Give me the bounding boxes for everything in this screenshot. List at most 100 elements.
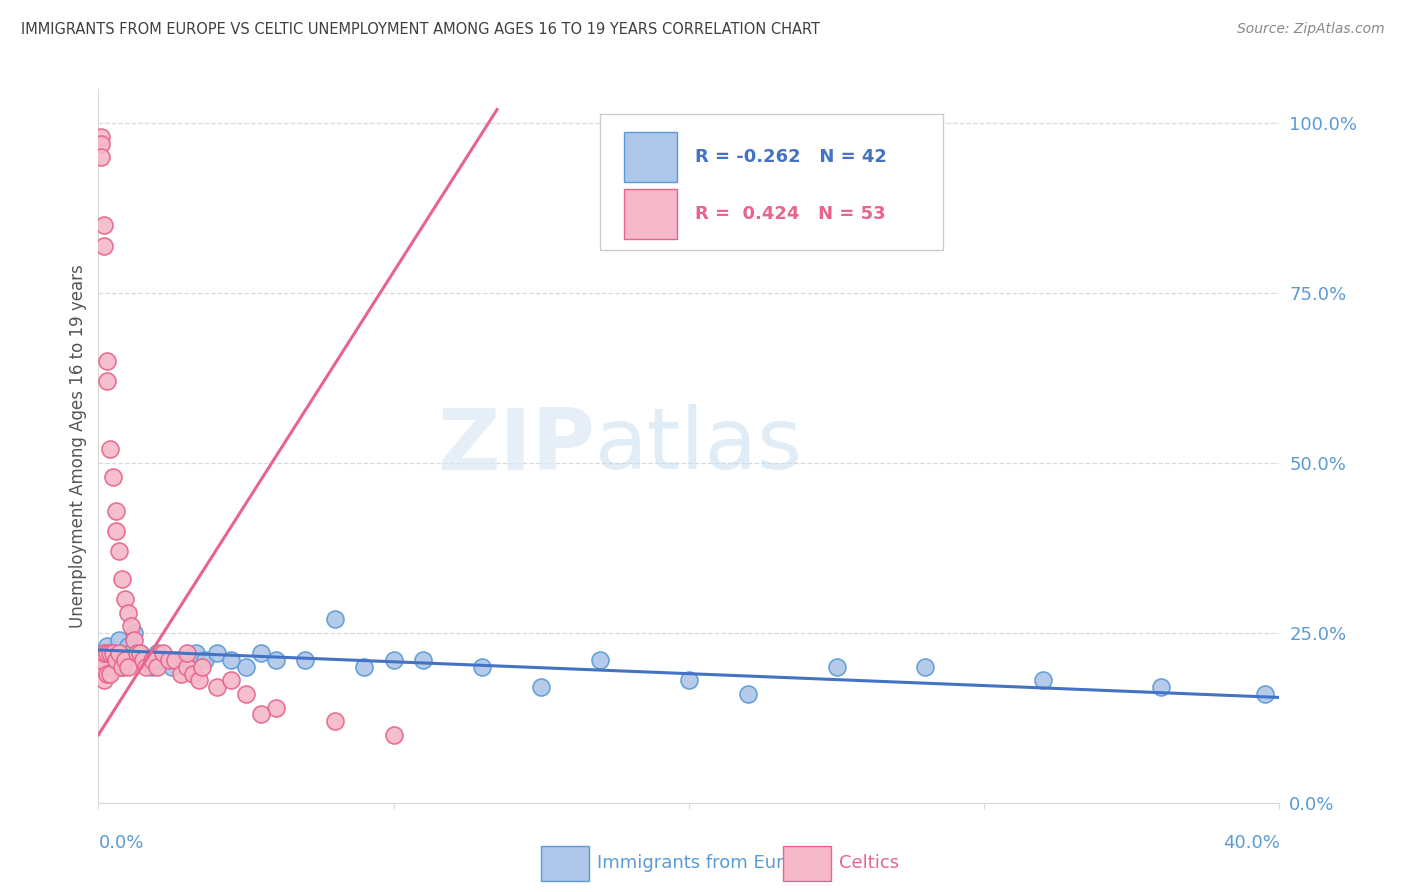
Point bbox=[323, 714, 346, 729]
Point bbox=[96, 375, 118, 389]
Text: Source: ZipAtlas.com: Source: ZipAtlas.com bbox=[1237, 22, 1385, 37]
Point bbox=[914, 660, 936, 674]
Point bbox=[105, 653, 128, 667]
Point bbox=[194, 653, 217, 667]
Point bbox=[117, 640, 139, 654]
Point bbox=[162, 660, 183, 674]
Point bbox=[471, 660, 494, 674]
Point bbox=[146, 660, 169, 674]
Point bbox=[103, 646, 125, 660]
Text: R = -0.262   N = 42: R = -0.262 N = 42 bbox=[695, 148, 887, 166]
FancyBboxPatch shape bbox=[541, 846, 589, 881]
Point bbox=[184, 646, 207, 660]
Point bbox=[96, 640, 118, 654]
Point bbox=[1254, 687, 1277, 701]
Point bbox=[219, 673, 242, 688]
Point bbox=[132, 653, 155, 667]
Point bbox=[105, 653, 128, 667]
Point bbox=[93, 653, 115, 667]
Point bbox=[122, 632, 145, 647]
Point bbox=[250, 707, 273, 722]
Y-axis label: Unemployment Among Ages 16 to 19 years: Unemployment Among Ages 16 to 19 years bbox=[69, 264, 87, 628]
Point bbox=[96, 666, 118, 681]
Point bbox=[157, 653, 180, 667]
Point bbox=[176, 660, 198, 674]
Point bbox=[93, 238, 115, 252]
Point bbox=[205, 680, 228, 694]
Point bbox=[114, 646, 136, 660]
Point bbox=[264, 700, 287, 714]
Point bbox=[90, 660, 112, 674]
Text: Celtics: Celtics bbox=[839, 855, 898, 872]
Point bbox=[176, 660, 198, 674]
Point bbox=[530, 680, 553, 694]
Point bbox=[294, 653, 316, 667]
Text: 40.0%: 40.0% bbox=[1223, 834, 1279, 852]
Point bbox=[90, 646, 112, 660]
Point bbox=[412, 653, 434, 667]
Point bbox=[108, 544, 131, 558]
Point bbox=[96, 646, 118, 660]
Point bbox=[170, 653, 193, 667]
Point bbox=[105, 524, 128, 538]
Point bbox=[141, 653, 163, 667]
Point bbox=[135, 660, 157, 674]
Point bbox=[1150, 680, 1173, 694]
Point bbox=[135, 653, 157, 667]
Point bbox=[111, 660, 134, 674]
Point bbox=[235, 687, 257, 701]
Point bbox=[146, 646, 169, 660]
Point bbox=[250, 646, 273, 660]
Point bbox=[165, 653, 187, 667]
Text: IMMIGRANTS FROM EUROPE VS CELTIC UNEMPLOYMENT AMONG AGES 16 TO 19 YEARS CORRELAT: IMMIGRANTS FROM EUROPE VS CELTIC UNEMPLO… bbox=[21, 22, 820, 37]
Point bbox=[187, 673, 209, 688]
FancyBboxPatch shape bbox=[624, 132, 678, 182]
Point bbox=[117, 660, 139, 674]
Point bbox=[205, 646, 228, 660]
Point bbox=[105, 503, 128, 517]
Point bbox=[128, 646, 150, 660]
Point bbox=[98, 666, 121, 681]
Point bbox=[122, 626, 145, 640]
Point bbox=[120, 646, 142, 660]
Point bbox=[114, 653, 136, 667]
Text: Immigrants from Europe: Immigrants from Europe bbox=[596, 855, 817, 872]
Point bbox=[737, 687, 759, 701]
Point bbox=[589, 653, 612, 667]
Point bbox=[323, 612, 346, 626]
Point bbox=[98, 442, 121, 457]
Point bbox=[93, 646, 115, 660]
Text: 0.0%: 0.0% bbox=[98, 834, 143, 852]
Point bbox=[382, 728, 405, 742]
Point bbox=[108, 646, 131, 660]
Point bbox=[114, 591, 136, 606]
Point bbox=[176, 646, 198, 660]
Point bbox=[103, 646, 125, 660]
Point bbox=[98, 646, 121, 660]
Point bbox=[235, 660, 257, 674]
Point bbox=[264, 653, 287, 667]
Point bbox=[96, 354, 118, 368]
Point bbox=[120, 619, 142, 633]
FancyBboxPatch shape bbox=[624, 189, 678, 239]
Point bbox=[108, 632, 131, 647]
Text: atlas: atlas bbox=[595, 404, 803, 488]
Point bbox=[825, 660, 848, 674]
Point bbox=[152, 653, 174, 667]
Point bbox=[219, 653, 242, 667]
Point bbox=[117, 606, 139, 620]
FancyBboxPatch shape bbox=[783, 846, 831, 881]
Point bbox=[141, 660, 163, 674]
Point bbox=[93, 673, 115, 688]
Point bbox=[678, 673, 700, 688]
Point bbox=[111, 660, 134, 674]
Point bbox=[128, 646, 150, 660]
Point bbox=[181, 666, 204, 681]
Point bbox=[93, 218, 115, 232]
Point bbox=[152, 646, 174, 660]
Point bbox=[1032, 673, 1054, 688]
Point bbox=[103, 469, 125, 483]
Point bbox=[90, 150, 112, 164]
Point bbox=[353, 660, 375, 674]
Point bbox=[90, 129, 112, 144]
